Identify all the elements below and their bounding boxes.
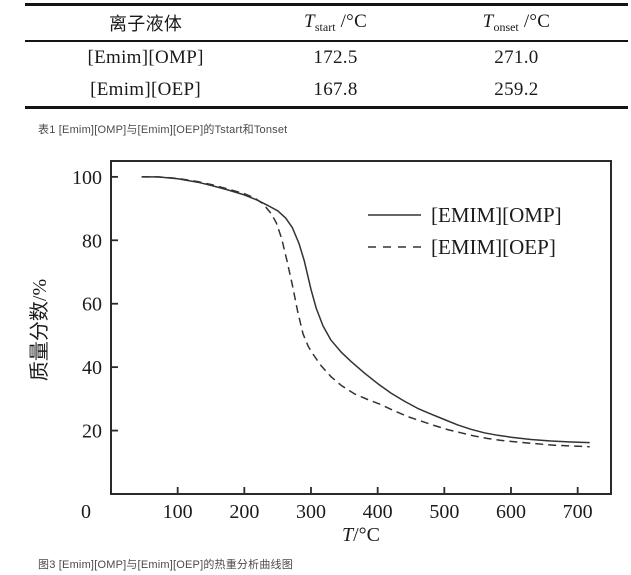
table-header-row: 离子液体 Tstart /°C Tonset /°C xyxy=(25,6,628,42)
y-tick-label: 60 xyxy=(82,294,102,316)
t-start-unit: /°C xyxy=(335,11,368,32)
row-t-onset-value: 271.0 xyxy=(494,47,539,68)
y-tick-label: 20 xyxy=(82,421,102,443)
row-t-start-value: 172.5 xyxy=(313,47,358,68)
x-tick-label: 100 xyxy=(163,501,193,523)
x-tick-label: 400 xyxy=(363,501,393,523)
x-tick-label: 500 xyxy=(429,501,459,523)
axis-tick-labels: 0 100 200 300 400 500 600 700 20 40 60 80 100 xyxy=(72,167,593,523)
y-tick-label: 80 xyxy=(82,230,102,252)
table-caption: 表1 [Emim][OMP]与[Emim][OEP]的Tstart和Tonset xyxy=(38,124,288,136)
table-row: [Emim][OMP] 172.5 271.0 xyxy=(25,42,628,74)
col-header-t-start: Tstart /°C xyxy=(266,11,405,35)
axis-ticks xyxy=(111,175,579,494)
t-start-symbol: T xyxy=(304,11,315,32)
col-header-t-onset: Tonset /°C xyxy=(405,11,628,35)
x-axis-unit: /°C xyxy=(353,524,380,546)
curve--emim-oep- xyxy=(141,176,590,448)
y-tick-label: 100 xyxy=(72,167,102,189)
x-tick-label: 600 xyxy=(496,501,526,523)
t-onset-symbol: T xyxy=(482,11,494,32)
col-header-ionic-liquid: 离子液体 xyxy=(108,14,183,34)
legend: [EMIM][OMP] [EMIM][OEP] xyxy=(368,203,562,259)
y-tick-label: 40 xyxy=(82,357,102,379)
x-axis-label: T/°C xyxy=(342,524,380,546)
x-tick-label: 0 xyxy=(81,501,91,523)
x-tick-label: 200 xyxy=(229,501,259,523)
row-name: [Emim][OEP] xyxy=(90,79,202,100)
t-onset-subscript: onset xyxy=(493,20,519,34)
t-onset-unit: /°C xyxy=(518,11,551,32)
tga-chart: 0 100 200 300 400 500 600 700 20 40 60 80 100 [EMIM]… xyxy=(0,150,631,552)
legend-label-oep: [EMIM][OEP] xyxy=(431,235,556,259)
row-t-start-value: 167.8 xyxy=(313,79,358,100)
plot-frame xyxy=(110,160,612,495)
row-t-onset-value: 259.2 xyxy=(494,79,539,100)
row-name: [Emim][OMP] xyxy=(87,47,204,68)
curve--emim-omp- xyxy=(141,176,590,444)
thermal-data-table: 离子液体 Tstart /°C Tonset /°C [Emim][OMP] 1… xyxy=(25,3,628,109)
legend-label-omp: [EMIM][OMP] xyxy=(431,203,562,227)
y-axis-label: 质量分数/% xyxy=(28,279,51,381)
tga-curves xyxy=(141,176,590,448)
figure-caption: 图3 [Emim][OMP]与[Emim][OEP]的热重分析曲线图 xyxy=(38,559,293,571)
x-tick-label: 700 xyxy=(563,501,593,523)
t-start-subscript: start xyxy=(314,20,336,34)
table-row: [Emim][OEP] 167.8 259.2 xyxy=(25,74,628,106)
x-axis-symbol: T xyxy=(342,524,355,546)
x-tick-label: 300 xyxy=(296,501,326,523)
